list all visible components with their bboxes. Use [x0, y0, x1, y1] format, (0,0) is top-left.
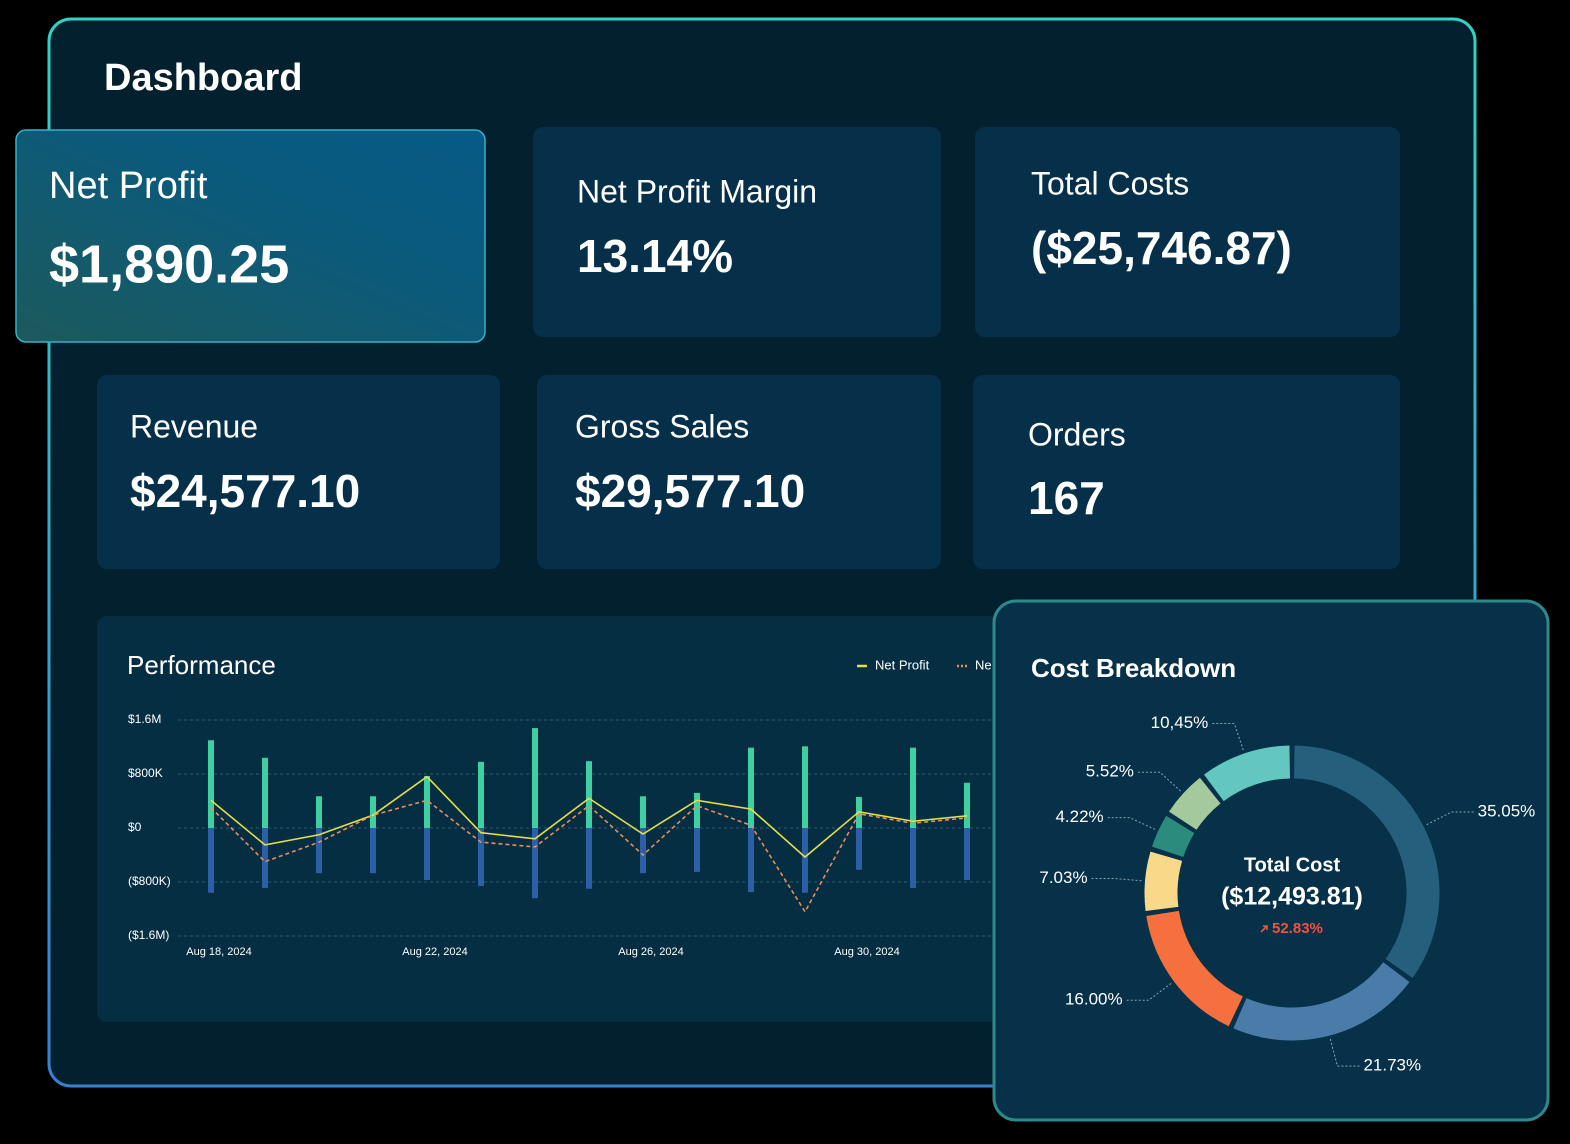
- bar: [856, 828, 862, 870]
- slice-label: 16.00%: [1065, 990, 1123, 1009]
- center-label: Total Cost: [1244, 854, 1341, 876]
- donut-segment: [1151, 815, 1195, 858]
- page-title: Dashboard: [104, 57, 302, 99]
- kpi-label: Total Costs: [1031, 165, 1189, 201]
- bar: [532, 828, 538, 899]
- leader-line: [1426, 811, 1474, 826]
- bar: [964, 828, 970, 880]
- donut-segment: [1204, 745, 1291, 802]
- bar: [802, 828, 808, 893]
- y-tick-label: $800K: [128, 766, 163, 780]
- bar: [262, 828, 268, 889]
- bar: [748, 828, 754, 893]
- center-value: ($12,493.81): [1221, 883, 1363, 911]
- y-tick-label: $0: [128, 820, 142, 834]
- performance-card: [97, 616, 1017, 1022]
- kpi-card: [537, 375, 941, 569]
- kpi-value: $24,577.10: [130, 465, 360, 517]
- bar: [964, 782, 970, 828]
- x-tick-label: Aug 30, 2024: [834, 946, 899, 958]
- bar: [370, 796, 376, 828]
- kpi-value: ($25,746.87): [1031, 222, 1292, 274]
- cost-card: [992, 599, 1550, 1122]
- bar: [424, 828, 430, 880]
- leader-line: [1126, 983, 1172, 1001]
- legend-label: Net Profit: [875, 657, 930, 672]
- kpi-label: Net Profit: [49, 165, 208, 207]
- change-arrow: [1260, 925, 1268, 933]
- y-tick-label: $1.6M: [128, 712, 161, 726]
- slice-label: 4.22%: [1055, 807, 1103, 826]
- bar: [910, 747, 916, 828]
- y-tick-label: ($1.6M): [128, 928, 169, 942]
- bar: [316, 828, 322, 874]
- bar: [586, 761, 592, 828]
- leader-line: [1212, 723, 1244, 751]
- bar: [694, 828, 700, 872]
- x-tick-label: Aug 26, 2024: [618, 946, 683, 958]
- slice-label: 5.52%: [1086, 762, 1134, 781]
- bar: [370, 828, 376, 874]
- bar: [316, 796, 322, 828]
- leader-line: [1329, 1038, 1360, 1067]
- kpi-card: [97, 375, 500, 569]
- kpi-value: 167: [1028, 472, 1105, 524]
- leader-line: [1137, 771, 1181, 792]
- x-tick-label: Aug 22, 2024: [402, 946, 467, 958]
- kpi-label: Net Profit Margin: [577, 173, 817, 209]
- slice-label: 7.03%: [1039, 868, 1087, 887]
- bar: [262, 757, 268, 828]
- bar: [532, 728, 538, 828]
- x-tick-label: Aug 18, 2024: [186, 946, 251, 958]
- slice-label: 10,45%: [1151, 713, 1209, 732]
- kpi-value: 13.14%: [577, 230, 733, 282]
- kpi-label: Gross Sales: [575, 408, 749, 444]
- slice-label: 35.05%: [1478, 801, 1536, 820]
- bar: [694, 792, 700, 828]
- leader-line: [1107, 817, 1156, 830]
- bar: [424, 776, 430, 828]
- bar: [640, 828, 646, 874]
- bar: [478, 828, 484, 887]
- kpi-card: [975, 127, 1400, 337]
- bar: [208, 740, 214, 828]
- bar: [586, 828, 592, 889]
- bar: [478, 761, 484, 828]
- bar: [748, 747, 754, 828]
- bar: [802, 746, 808, 828]
- kpi-card: [533, 127, 941, 337]
- center-change: 52.83%: [1272, 920, 1323, 937]
- donut-segment: [1293, 745, 1440, 978]
- bar: [910, 828, 916, 889]
- donut-segment: [1144, 851, 1183, 911]
- kpi-card: [973, 375, 1400, 569]
- line: [210, 799, 968, 914]
- donut-segment: [1169, 777, 1221, 831]
- chart-title: Cost Breakdown: [1031, 653, 1236, 683]
- kpi-value: $29,577.10: [575, 465, 805, 517]
- kpi-label: Revenue: [130, 408, 258, 444]
- y-tick-label: ($800K): [128, 874, 171, 888]
- kpi-value: $1,890.25: [49, 234, 289, 294]
- donut-segment: [1233, 961, 1410, 1041]
- leader-line: [1091, 877, 1142, 882]
- donut-segment: [1146, 910, 1244, 1027]
- legend-label: Ne: [975, 657, 992, 672]
- bar: [208, 828, 214, 893]
- kpi-card: [15, 129, 486, 343]
- line: [210, 775, 968, 859]
- bar: [640, 796, 646, 828]
- kpi-label: Orders: [1028, 416, 1126, 452]
- chart-title: Performance: [127, 650, 276, 680]
- slice-label: 21.73%: [1363, 1056, 1421, 1075]
